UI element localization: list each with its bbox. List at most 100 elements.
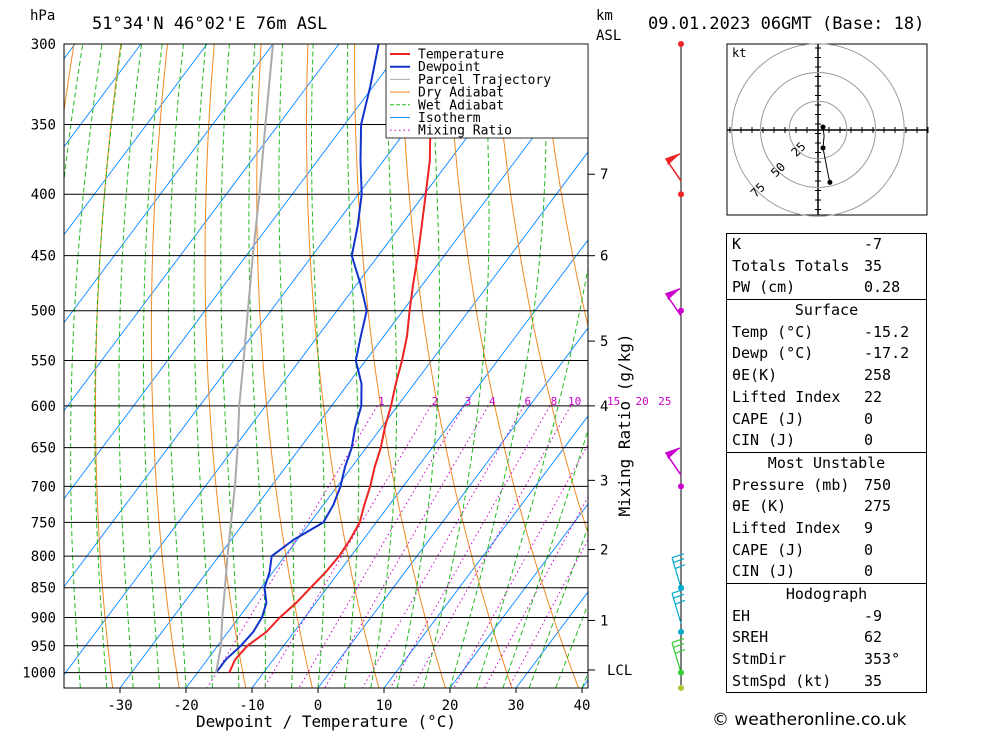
dry-adiabat	[204, 44, 247, 688]
index-value: 750	[864, 475, 892, 494]
km-tick-label: 2	[600, 543, 608, 559]
legend-entry: Wet Adiabat	[418, 98, 504, 113]
temp-tick-label: 30	[508, 698, 525, 714]
mixing-ratio-label: 25	[658, 395, 671, 408]
hodo-point	[827, 179, 833, 185]
index-value: 62	[864, 628, 883, 647]
isotherm	[64, 44, 538, 676]
wet-adiabat	[449, 44, 547, 688]
index-label: StmDir	[732, 650, 787, 669]
wind-dot	[678, 41, 684, 47]
index-value: 275	[864, 497, 892, 516]
pressure-tick-label: 450	[31, 249, 56, 265]
surface-title: Surface	[794, 301, 859, 320]
index-row: CIN (J) 0	[727, 430, 926, 452]
index-label: Lifted Index	[732, 387, 841, 406]
index-label: PW (cm)	[732, 278, 796, 297]
index-label: Totals Totals	[732, 256, 850, 275]
mixing-ratio-label: 2	[432, 395, 439, 408]
parcel-trajectory-line	[215, 44, 274, 673]
wind-flag	[666, 448, 680, 460]
index-label: Lifted Index	[732, 518, 841, 537]
wet-adiabat	[220, 44, 240, 688]
legend-entry: Dry Adiabat	[418, 86, 504, 101]
mixing-ratio-label: 8	[551, 395, 558, 408]
mixing-ratio-label: 4	[489, 395, 496, 408]
km-tick-label: 4	[600, 399, 608, 415]
mixing-ratio-line	[298, 405, 465, 688]
mixing-ratio-line	[389, 405, 551, 688]
index-label: θE(K)	[732, 366, 778, 385]
index-value: 35	[864, 671, 883, 690]
dry-adiabat	[305, 44, 380, 688]
hodograph-title: Hodograph	[785, 585, 868, 603]
mixing-ratio-line	[206, 405, 378, 688]
indices-surface: Surface Temp (°C) -15.2 Dewp (°C) -17.2 θE(K…	[726, 299, 927, 452]
mixing-ratio-line	[453, 443, 588, 688]
index-label: CAPE (J)	[732, 409, 805, 428]
index-value: 35	[864, 256, 883, 275]
dry-adiabat	[447, 44, 580, 688]
dry-adiabat	[963, 44, 1000, 688]
index-row: θE(K) 258	[727, 365, 926, 387]
index-row: CIN (J) 0	[727, 561, 926, 583]
plot-frame	[63, 43, 589, 689]
wet-adiabat	[167, 44, 187, 688]
legend-entry: Dewpoint	[418, 60, 481, 75]
index-value: 9	[864, 518, 874, 537]
datetime-title: 09.01.2023 06GMT (Base: 18)	[648, 14, 924, 34]
mixing-ratio-label: 3	[465, 395, 472, 408]
pressure-tick-label: 950	[31, 639, 56, 655]
km-tick-label: 6	[600, 249, 608, 265]
wet-adiabat	[423, 44, 490, 688]
legend-entry: Isotherm	[418, 111, 481, 126]
wet-adiabat	[502, 428, 588, 688]
temp-tick-label: 0	[314, 698, 322, 714]
mixing-ratio-line	[324, 405, 489, 688]
wind-dot	[678, 191, 684, 198]
wind-dot	[678, 483, 684, 490]
wet-adiabat	[370, 44, 398, 688]
wet-adiabat	[118, 44, 143, 688]
pressure-tick-label: 650	[31, 441, 56, 457]
wet-adiabat	[142, 44, 163, 688]
hpa-label: hPa	[30, 8, 55, 24]
km-tick-label: 7	[600, 167, 608, 183]
index-row: PW (cm) 0.28	[727, 277, 926, 299]
index-row: EH -9	[727, 606, 926, 628]
km-tick-label: 1	[600, 613, 608, 629]
hodo-point	[820, 145, 826, 151]
index-row: K -7	[727, 234, 926, 256]
wet-adiabat	[94, 44, 123, 688]
index-label: Pressure (mb)	[732, 475, 850, 494]
mixing-ratio-label: 10	[568, 395, 581, 408]
wind-barb	[671, 588, 686, 624]
mixing-ratio-line	[263, 405, 432, 688]
isotherm	[64, 44, 406, 500]
lcl-label: LCL	[607, 663, 632, 679]
index-value: 258	[864, 366, 892, 385]
index-row: Dewp (°C) -17.2	[727, 343, 926, 365]
mixing-ratio-axis-label: Mixing Ratio (g/kg)	[615, 333, 634, 516]
index-label: θE (K)	[732, 497, 787, 516]
wind-flag	[666, 288, 680, 300]
temp-tick-label: 40	[574, 698, 591, 714]
hodo-trace	[822, 126, 831, 183]
wind-barb	[671, 553, 686, 588]
temp-tick-label: 10	[376, 698, 393, 714]
legend-entry: Temperature	[418, 48, 504, 63]
wind-profile	[664, 41, 686, 691]
wet-adiabat	[70, 44, 103, 688]
pressure-tick-label: 300	[31, 37, 56, 53]
index-value: 22	[864, 387, 883, 406]
index-row: CAPE (J) 0	[727, 540, 926, 562]
index-value: 0	[864, 540, 874, 559]
wet-adiabat	[475, 265, 588, 688]
hodo-point	[820, 124, 826, 130]
isotherm	[64, 44, 208, 236]
pressure-tick-label: 350	[31, 117, 56, 133]
pressure-tick-label: 400	[31, 187, 56, 203]
location-title: 51°34'N 46°02'E 76m ASL	[92, 14, 327, 34]
index-row: StmSpd (kt) 35	[727, 671, 926, 693]
